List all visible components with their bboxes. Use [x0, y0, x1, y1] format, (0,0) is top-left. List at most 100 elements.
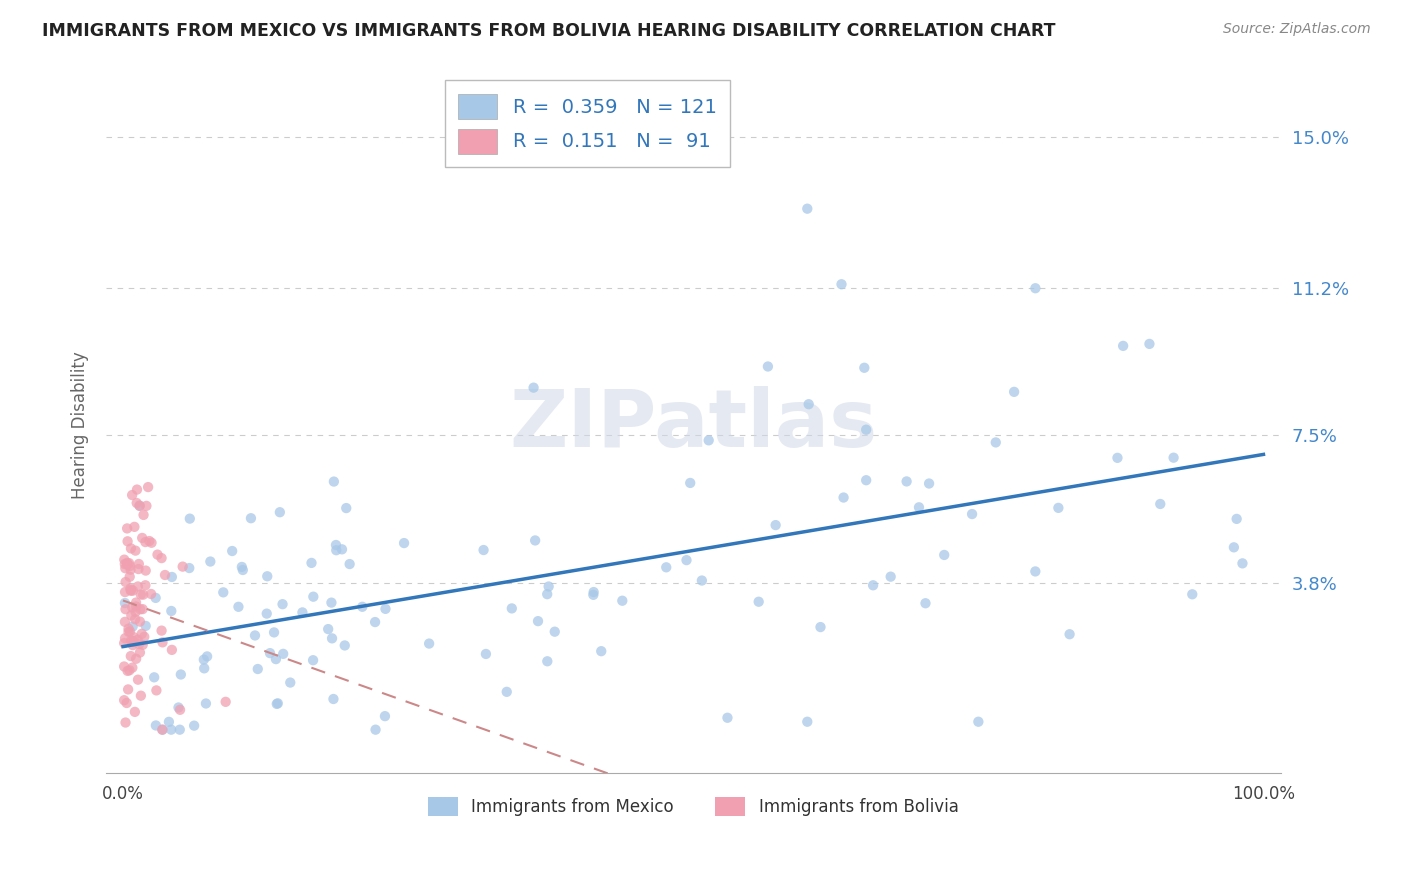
Point [124, 612, 146, 626]
Point [152, 635, 174, 649]
Point [221, 544, 243, 558]
Point [231, 560, 253, 574]
Point [271, 647, 294, 661]
Point [125, 652, 148, 666]
Point [118, 624, 141, 639]
Point [118, 556, 141, 570]
Point [125, 596, 148, 610]
Point [352, 599, 374, 614]
Point [118, 559, 141, 574]
Point [114, 561, 136, 575]
Point [536, 587, 558, 601]
Point [124, 705, 146, 719]
Point [967, 714, 990, 729]
Point [121, 638, 143, 652]
Point [325, 538, 347, 552]
Point [179, 561, 201, 575]
Legend: Immigrants from Mexico, Immigrants from Bolivia: Immigrants from Mexico, Immigrants from … [419, 789, 967, 824]
Point [120, 608, 142, 623]
Point [1107, 450, 1129, 465]
Point [112, 693, 135, 707]
Point [1232, 557, 1254, 571]
Point [120, 563, 142, 577]
Point [536, 654, 558, 668]
Point [129, 602, 152, 616]
Point [796, 202, 818, 216]
Point [934, 548, 956, 562]
Point [131, 638, 153, 652]
Point [832, 491, 855, 505]
Point [170, 667, 193, 681]
Point [908, 500, 931, 515]
Point [200, 555, 222, 569]
Point [127, 562, 149, 576]
Point [128, 557, 150, 571]
Point [364, 723, 387, 737]
Point [960, 507, 983, 521]
Point [716, 711, 738, 725]
Point [129, 689, 152, 703]
Point [117, 624, 139, 639]
Point [125, 496, 148, 510]
Point [475, 647, 498, 661]
Point [392, 536, 415, 550]
Point [831, 277, 853, 292]
Point [145, 591, 167, 605]
Point [120, 583, 142, 598]
Point [138, 534, 160, 549]
Point [114, 602, 136, 616]
Point [131, 531, 153, 545]
Point [325, 543, 347, 558]
Point [114, 632, 136, 646]
Point [143, 670, 166, 684]
Point [495, 685, 517, 699]
Point [675, 553, 697, 567]
Point [114, 596, 136, 610]
Point [150, 551, 173, 566]
Point [115, 521, 138, 535]
Text: ZIPatlas: ZIPatlas [509, 386, 877, 465]
Point [582, 588, 605, 602]
Point [364, 615, 387, 629]
Point [125, 483, 148, 497]
Point [131, 602, 153, 616]
Point [896, 475, 918, 489]
Point [655, 560, 678, 574]
Point [127, 579, 149, 593]
Point [160, 723, 183, 737]
Point [855, 423, 877, 437]
Point [1024, 565, 1046, 579]
Point [114, 715, 136, 730]
Point [121, 488, 143, 502]
Point [748, 595, 770, 609]
Point [169, 703, 191, 717]
Point [167, 700, 190, 714]
Point [263, 625, 285, 640]
Point [278, 675, 301, 690]
Point [135, 499, 157, 513]
Point [1226, 512, 1249, 526]
Point [591, 644, 613, 658]
Point [121, 660, 143, 674]
Point [193, 652, 215, 666]
Point [302, 590, 325, 604]
Point [1059, 627, 1081, 641]
Point [135, 564, 157, 578]
Point [129, 588, 152, 602]
Point [122, 583, 145, 598]
Point [321, 596, 343, 610]
Point [266, 697, 288, 711]
Point [124, 520, 146, 534]
Point [120, 633, 142, 648]
Point [134, 578, 156, 592]
Point [853, 360, 876, 375]
Point [756, 359, 779, 374]
Point [322, 475, 344, 489]
Point [120, 649, 142, 664]
Point [537, 580, 560, 594]
Point [122, 630, 145, 644]
Point [1163, 450, 1185, 465]
Point [523, 381, 546, 395]
Point [132, 588, 155, 602]
Point [134, 535, 156, 549]
